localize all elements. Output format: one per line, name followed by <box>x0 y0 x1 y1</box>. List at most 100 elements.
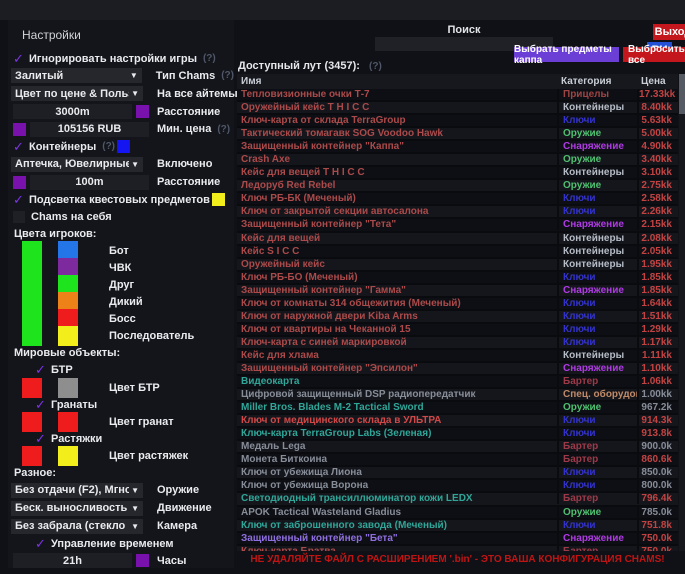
table-row[interactable]: Кейс для хлама Контейнеры 1.11kk <box>237 349 678 363</box>
table-row[interactable]: Оружейный кейс Контейнеры 1.95kk <box>237 258 678 272</box>
table-row[interactable]: Медаль Lega Бартер 900.0k <box>237 441 678 455</box>
checkbox-checked[interactable]: ✓ <box>35 362 46 378</box>
table-row[interactable]: Crash Axe Оружие 3.40kk <box>237 154 678 168</box>
table-row[interactable]: Ключ-карта от склада TerraGroup Ключи 5.63… <box>237 115 678 129</box>
table-row[interactable]: Ключ от закрытой секции автосалона Ключи 2… <box>237 206 678 220</box>
item-price: 2.08kk <box>637 232 678 244</box>
table-row[interactable]: APOK Tactical Wasteland Gladius Оружие 785… <box>237 506 678 520</box>
dropdown[interactable]: Аптечка, Ювелирные и...▼ <box>11 156 143 172</box>
color-swatch-secondary[interactable] <box>58 274 78 295</box>
table-row[interactable]: Ключ от заброшенного завода (Меченый) Клю… <box>237 519 678 533</box>
text-input[interactable]: 100m <box>30 174 149 190</box>
table-row[interactable]: Ключ от медицинского склада в УЛЬТРА Ключ… <box>237 415 678 429</box>
color-swatch-primary[interactable] <box>22 411 42 432</box>
color-swatch[interactable] <box>136 554 149 568</box>
item-price: 914.3k <box>637 415 678 427</box>
dropdown-value: Цвет по цене & Пользователь <box>15 87 129 100</box>
help-icon[interactable]: (?) <box>221 70 234 82</box>
search-input[interactable] <box>375 37 553 51</box>
table-row[interactable]: Светодиодный трансиллюминатор кожи LEDX Б… <box>237 493 678 507</box>
checkbox-checked[interactable]: ✓ <box>35 396 46 412</box>
table-row[interactable]: Ключ-карта TerraGroup Labs (Зеленая) Ключ… <box>237 428 678 442</box>
color-swatch-secondary[interactable] <box>58 257 78 278</box>
color-swatch-primary[interactable] <box>22 445 42 466</box>
window-titlebar[interactable] <box>0 0 685 20</box>
help-icon[interactable]: (?) <box>202 53 216 65</box>
table-row[interactable]: Тактический томагавк SOG Voodoo Hawk Оруж… <box>237 128 678 142</box>
settings-row-header-10: Цвета игроков: <box>8 225 234 242</box>
color-swatch-primary[interactable] <box>22 240 42 261</box>
color-swatch-primary[interactable] <box>22 326 42 347</box>
dropdown[interactable]: Без отдачи (F2), Мгновенное п▼ <box>11 482 143 498</box>
color-swatch-secondary[interactable] <box>58 292 78 313</box>
text-input[interactable]: 105156 RUB <box>30 121 149 137</box>
color-swatch-primary[interactable] <box>22 309 42 330</box>
table-row[interactable]: Ключ от убежища Лиона Ключи 850.0k <box>237 467 678 481</box>
dropdown[interactable]: Залитый ▼ <box>11 68 142 84</box>
color-swatch-secondary[interactable] <box>58 445 78 466</box>
table-row[interactable]: Кейс S I C C Контейнеры 2.05kk <box>237 245 678 259</box>
text-input[interactable]: 21h <box>13 553 132 569</box>
column-header-category[interactable]: Категория <box>561 76 612 87</box>
table-row[interactable]: Ледоруб Red Rebel Оружие 2.75kk <box>237 180 678 194</box>
table-row[interactable]: Тепловизионные очки Т-7 Прицелы 17.33kk <box>237 89 678 103</box>
help-icon[interactable]: (?) <box>102 141 116 153</box>
color-swatch-secondary[interactable] <box>58 309 78 330</box>
color-swatch-secondary[interactable] <box>58 326 78 347</box>
help-icon[interactable]: (?) <box>217 123 231 135</box>
table-row[interactable]: Цифровой защищенный DSP радиопередатчик С… <box>237 389 678 403</box>
table-row[interactable]: Ключ-карта БратваБартер750.0k <box>237 545 678 551</box>
table-row[interactable]: Кейс для вещей T H I C C Контейнеры 3.10kk <box>237 167 678 181</box>
select-kappa-items-button[interactable]: Выбрать предметы каппа <box>514 44 619 66</box>
table-row[interactable]: Ключ РБ-БО (Меченый) Ключи 1.85kk <box>237 271 678 285</box>
table-scrollbar-thumb[interactable] <box>679 74 685 114</box>
table-row[interactable]: Оружейный кейс T H I C C Контейнеры 8.40kk <box>237 102 678 116</box>
drop-all-button[interactable]: Выбросить все <box>623 44 685 66</box>
input-value: 21h <box>63 554 82 567</box>
table-row[interactable]: Ключ от наружной двери Kiba Arms Ключи 1.5… <box>237 310 678 324</box>
help-icon[interactable]: (?) <box>369 61 382 72</box>
checkbox-checked[interactable]: ✓ <box>35 535 46 551</box>
checkbox-checked[interactable]: ✓ <box>35 430 46 446</box>
checkbox-checked[interactable]: ✓ <box>13 138 24 154</box>
table-scrollbar[interactable] <box>679 74 685 551</box>
table-row[interactable]: Монета Биткоина Бартер 860.6k <box>237 454 678 468</box>
table-row[interactable]: Защищенный контейнер "Каппа" Снаряжение 4.… <box>237 141 678 155</box>
color-swatch-primary[interactable] <box>22 274 42 295</box>
table-row[interactable]: Защищенный контейнер "Эпсилон" Снаряжение… <box>237 362 678 377</box>
color-swatch-primary[interactable] <box>22 377 42 398</box>
color-swatch-primary[interactable] <box>22 292 42 313</box>
table-row[interactable]: Защищенный контейнер "Бета" Снаряжение 750… <box>237 532 678 546</box>
table-row[interactable]: Кейс для вещей Контейнеры 2.08kk <box>237 232 678 246</box>
dropdown[interactable]: Беск. выносливость и нет уста▼ <box>11 500 143 516</box>
color-swatch[interactable] <box>117 140 131 154</box>
checkbox-checked[interactable]: ✓ <box>13 50 24 66</box>
checkbox-checked[interactable]: ✓ <box>13 191 24 207</box>
color-swatch-secondary[interactable] <box>58 240 78 261</box>
item-price: 1.00kk <box>637 389 678 401</box>
table-row[interactable]: Ключ от убежища Ворона Ключи 800.0k <box>237 480 678 494</box>
table-row[interactable]: Защищенный контейнер "Гамма" Снаряжение 1.… <box>237 284 678 298</box>
column-header-price[interactable]: Цена <box>641 76 666 87</box>
color-swatch[interactable] <box>13 175 26 189</box>
color-swatch[interactable] <box>13 122 26 136</box>
color-swatch-primary[interactable] <box>22 257 42 278</box>
table-row[interactable]: Ключ от квартиры на Чеканной 15 Ключи 1.29… <box>237 323 678 337</box>
dropdown[interactable]: Цвет по цене & Пользователь▼ <box>11 86 143 102</box>
table-row[interactable]: Miller Bros. Blades M-2 Tactical Sword Ор… <box>237 402 678 416</box>
table-row[interactable]: Ключ от комнаты 314 общежития (Меченый) К… <box>237 297 678 311</box>
text-input[interactable]: 3000m <box>13 104 132 120</box>
table-row[interactable]: Ключ-карта с синей маркировкой Ключи 1.17k… <box>237 336 678 350</box>
column-header-name[interactable]: Имя <box>241 76 262 87</box>
checkbox-unchecked[interactable] <box>13 210 25 223</box>
table-row[interactable]: Ключ РБ-БК (Меченый) Ключи 2.58kk <box>237 193 678 207</box>
dropdown[interactable]: Без забрала (стекло шлема)▼ <box>11 518 143 534</box>
color-swatch[interactable] <box>136 105 149 119</box>
item-category: Ключи <box>557 115 637 127</box>
table-row[interactable]: Видеокарта Бартер 1.06kk <box>237 376 678 390</box>
color-swatch[interactable] <box>211 193 225 207</box>
color-swatch-secondary[interactable] <box>58 377 78 398</box>
table-row[interactable]: Защищенный контейнер "Тета" Снаряжение 2.1… <box>237 219 678 233</box>
exit-button[interactable]: Выход <box>653 24 685 40</box>
color-swatch-secondary[interactable] <box>58 411 78 432</box>
